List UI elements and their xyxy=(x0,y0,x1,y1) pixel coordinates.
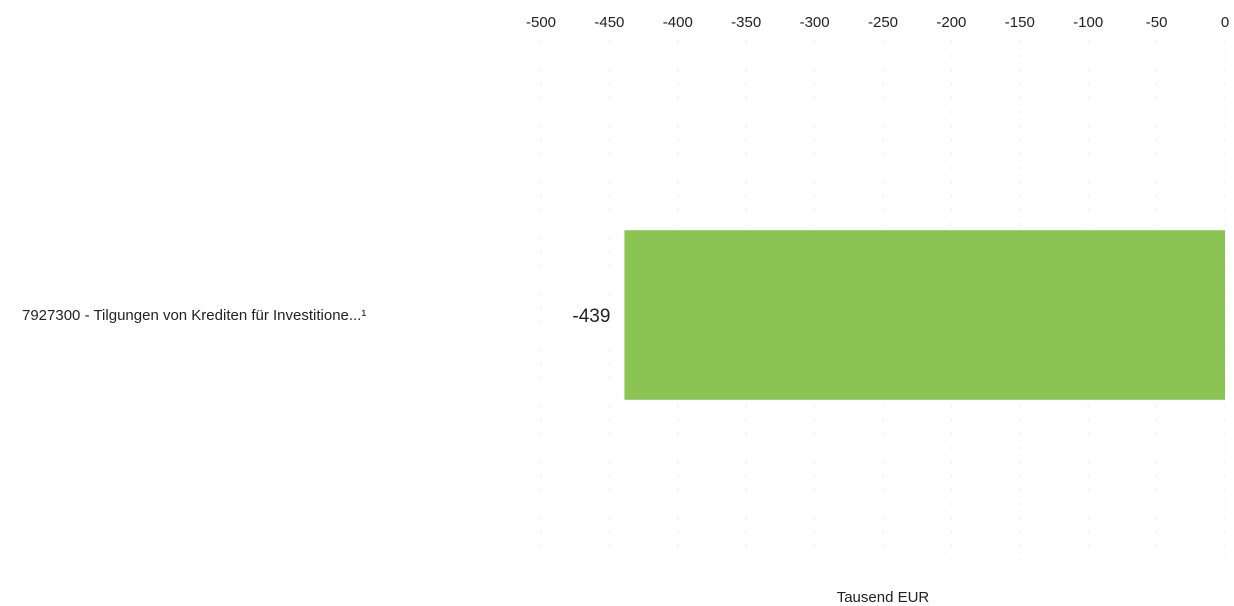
x-tick-label: 0 xyxy=(1221,14,1229,31)
x-tick-label: -100 xyxy=(1073,14,1103,31)
gridlines xyxy=(540,40,1226,560)
bars xyxy=(624,230,1225,400)
x-tick-label: -200 xyxy=(936,14,966,31)
x-tick-label: -450 xyxy=(594,14,624,31)
x-tick-label: -250 xyxy=(868,14,898,31)
x-tick-label: -350 xyxy=(731,14,761,31)
x-tick-label: -150 xyxy=(1005,14,1035,31)
x-tick-label: -400 xyxy=(663,14,693,31)
x-tick-label: -300 xyxy=(800,14,830,31)
x-tick-label: -50 xyxy=(1146,14,1168,31)
x-tick-label: -500 xyxy=(526,14,556,31)
category-label: 7927300 - Tilgungen von Krediten für Inv… xyxy=(22,307,366,324)
data-label: -439 xyxy=(572,306,610,327)
x-axis-ticks: -500 -450 -400 -350 -300 -250 -200 -150 -100 -50 0 xyxy=(526,14,1229,31)
labels: -439 7927300 - Tilgungen von Krediten für… xyxy=(22,306,610,327)
bar xyxy=(624,230,1225,400)
x-axis-title: Tausend EUR xyxy=(837,589,930,606)
